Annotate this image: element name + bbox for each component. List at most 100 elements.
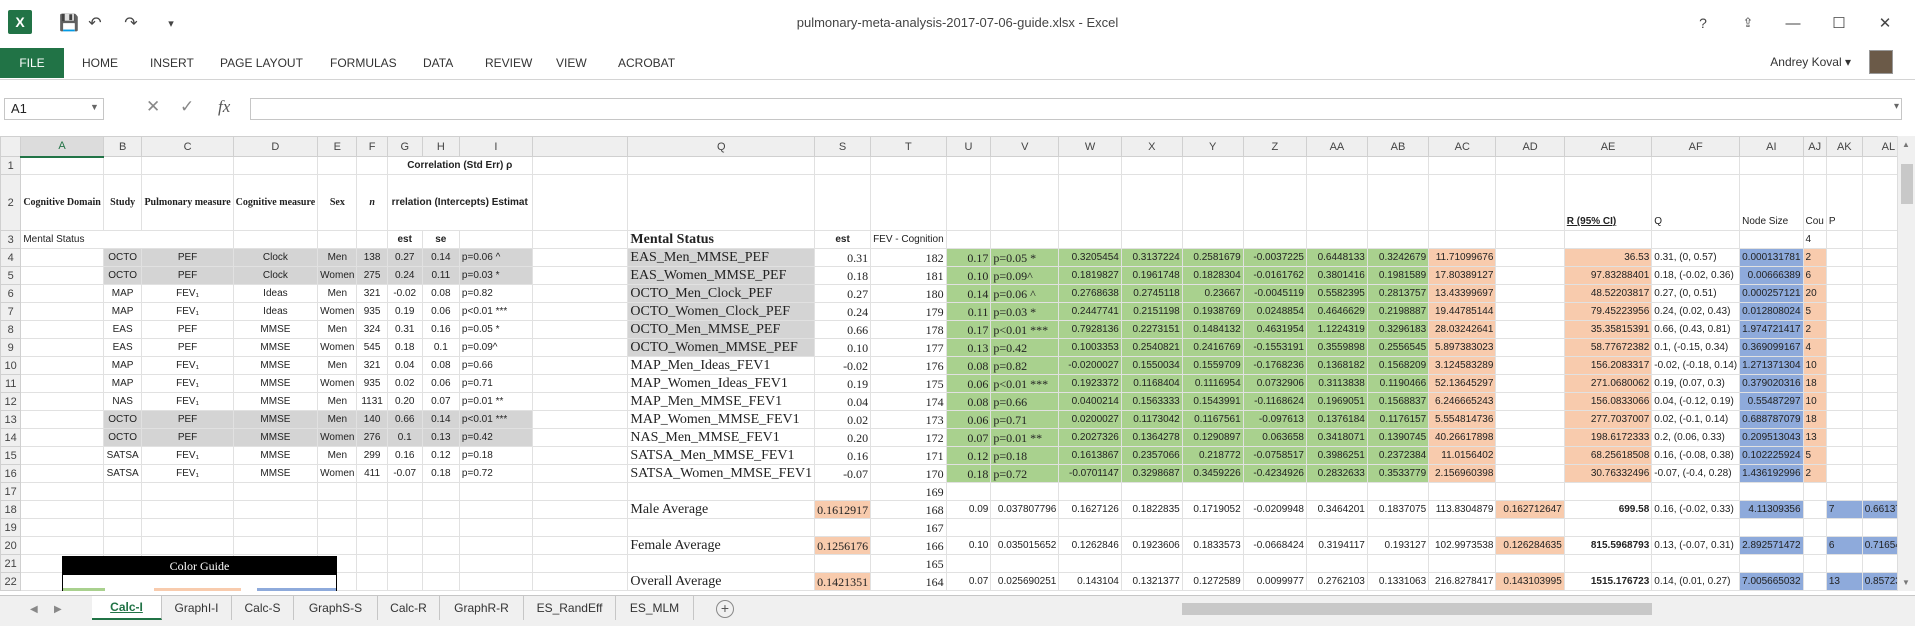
column-header[interactable]: A — [20, 136, 104, 158]
cell-pulmonary[interactable]: FEV₁ — [141, 446, 234, 465]
minimize-button[interactable]: — — [1785, 14, 1801, 32]
cell-y[interactable]: 0.1559709 — [1181, 356, 1244, 375]
cell-pulmonary[interactable]: PEF — [141, 320, 234, 339]
cell-ae[interactable]: 79.45223956 — [1563, 302, 1653, 321]
vertical-scroll-thumb[interactable] — [1901, 164, 1913, 204]
cell-n[interactable]: 545 — [356, 338, 388, 357]
row-header[interactable]: 16 — [0, 464, 22, 483]
cell-pulmonary[interactable]: FEV₁ — [141, 356, 234, 375]
cell-ab[interactable]: 0.193127 — [1366, 536, 1430, 555]
cell-ae[interactable]: 277.7037007 — [1563, 410, 1653, 429]
cell-ab[interactable]: 0.3242679 — [1366, 248, 1430, 267]
cell-ai[interactable]: 0.209513043 — [1739, 428, 1804, 447]
cell-est[interactable]: -0.02 — [386, 284, 423, 303]
cell-aa[interactable]: 0.5582395 — [1305, 284, 1368, 303]
cell-ae[interactable]: 156.2083317 — [1563, 356, 1653, 375]
sheet-tab-graphr-r[interactable]: GraphR-R — [440, 596, 524, 620]
cell-s[interactable]: 0.27 — [814, 284, 872, 303]
cell-x[interactable]: 0.2151198 — [1120, 302, 1183, 321]
cell-se[interactable]: 0.12 — [421, 446, 460, 465]
cell-ae[interactable]: 156.0833066 — [1563, 392, 1653, 411]
cell-ac[interactable]: 19.44785144 — [1428, 302, 1497, 321]
cell-ae[interactable]: 198.6172333 — [1563, 428, 1653, 447]
column-header[interactable]: S — [814, 136, 872, 157]
cell-sex[interactable]: Women — [317, 338, 358, 357]
row-header[interactable]: 14 — [0, 428, 22, 447]
cell-p[interactable]: p<0.01 *** — [458, 302, 533, 321]
cell-v[interactable]: p=0.42 — [990, 338, 1060, 357]
sheet-tab-graphs-s[interactable]: GraphS-S — [294, 596, 378, 620]
cell-ae[interactable]: 1515.176723 — [1563, 572, 1653, 591]
cell-x[interactable]: 0.1961748 — [1120, 266, 1183, 285]
cell-s[interactable]: 0.20 — [814, 428, 872, 447]
cell-ae[interactable]: 699.58 — [1563, 500, 1653, 519]
chevron-down-icon[interactable]: ▼ — [90, 102, 99, 112]
cell-x[interactable]: 0.1923606 — [1120, 536, 1183, 555]
cell-aa[interactable]: 1.1224319 — [1305, 320, 1368, 339]
cell-ai[interactable]: 0.012808024 — [1739, 302, 1804, 321]
avatar[interactable] — [1869, 50, 1893, 74]
cell-z[interactable]: -0.0037225 — [1242, 248, 1307, 267]
cell-aa[interactable]: 0.3194117 — [1305, 536, 1368, 555]
cell-est[interactable]: 0.18 — [386, 338, 423, 357]
sheet-tab-calc-i[interactable]: Calc-I — [92, 596, 162, 620]
cell-aa[interactable]: 0.1368182 — [1305, 356, 1368, 375]
cell-se[interactable]: 0.14 — [421, 410, 460, 429]
cell-z[interactable]: -0.4234926 — [1242, 464, 1307, 483]
column-header[interactable]: V — [990, 136, 1060, 157]
cell-x[interactable]: 0.3298687 — [1120, 464, 1183, 483]
expand-formula-bar-icon[interactable]: ▾ — [1893, 101, 1899, 112]
cell-ad[interactable]: 0.143103995 — [1495, 572, 1565, 591]
cell-study[interactable]: OCTO — [102, 248, 143, 267]
cell-t[interactable]: 174 — [870, 392, 947, 411]
cell-study[interactable]: NAS — [102, 392, 143, 411]
cell-est[interactable]: 0.1 — [386, 428, 423, 447]
cell-ae[interactable]: 68.25618508 — [1563, 446, 1653, 465]
horizontal-scroll-thumb[interactable] — [1182, 603, 1652, 615]
cell-study[interactable]: OCTO — [102, 266, 143, 285]
cell-pulmonary[interactable]: FEV₁ — [141, 464, 234, 483]
cell-v[interactable]: 0.037807796 — [990, 500, 1060, 519]
cell-t[interactable]: 173 — [870, 410, 947, 429]
row-header[interactable]: 5 — [0, 266, 22, 285]
cell-pulmonary[interactable]: FEV₁ — [141, 284, 234, 303]
cell-x[interactable]: 0.3137224 — [1120, 248, 1183, 267]
column-header[interactable]: H — [421, 136, 460, 157]
vertical-scrollbar[interactable]: ▲ ▼ — [1897, 136, 1915, 591]
cell-x[interactable]: 0.1173042 — [1120, 410, 1183, 429]
maximize-button[interactable]: ☐ — [1832, 15, 1846, 32]
cell-y[interactable]: 0.1167561 — [1181, 410, 1244, 429]
cell-s[interactable]: 0.31 — [814, 248, 872, 267]
cell-ab[interactable]: 0.2556545 — [1366, 338, 1430, 357]
row-header[interactable]: 6 — [0, 284, 22, 303]
cancel-icon[interactable]: ✕ — [146, 97, 161, 116]
cell-ai[interactable]: 0.000257121 — [1739, 284, 1804, 303]
cell-study[interactable]: MAP — [102, 284, 143, 303]
cell-ab[interactable]: 0.1981589 — [1366, 266, 1430, 285]
cell-u[interactable]: 0.12 — [945, 446, 992, 465]
cell-z[interactable]: 0.0099977 — [1242, 572, 1307, 591]
cell-ad[interactable]: 0.126284635 — [1495, 536, 1565, 555]
cell-se[interactable]: 0.14 — [421, 248, 460, 267]
cell-v[interactable]: p=0.72 — [990, 464, 1060, 483]
cell-n[interactable]: 276 — [356, 428, 388, 447]
cell-sex[interactable]: Men — [317, 356, 358, 375]
cell-ac[interactable]: 6.246665243 — [1428, 392, 1497, 411]
cell-p[interactable]: p=0.01 ** — [458, 392, 533, 411]
cell-ac[interactable]: 11.71099676 — [1428, 248, 1497, 267]
column-header[interactable]: Z — [1242, 136, 1307, 157]
row-header[interactable]: 9 — [0, 338, 22, 357]
cell-est[interactable]: 0.04 — [386, 356, 423, 375]
cell-cognitive[interactable]: Ideas — [232, 302, 319, 321]
cell-cognitive[interactable]: Clock — [232, 248, 319, 267]
cell-y[interactable]: 0.1484132 — [1181, 320, 1244, 339]
cell-x[interactable]: 0.1168404 — [1120, 374, 1183, 393]
spreadsheet-grid[interactable]: A B C D E F G H I Q S T U V W X Y Z AA A… — [0, 136, 1915, 591]
cell-v[interactable]: p=0.09^ — [990, 266, 1060, 285]
cell-ac[interactable]: 5.554814736 — [1428, 410, 1497, 429]
cell-z[interactable]: -0.1768236 — [1242, 356, 1307, 375]
cell-u[interactable]: 0.10 — [945, 266, 992, 285]
cell-aa[interactable]: 0.3418071 — [1305, 428, 1368, 447]
cell-n[interactable]: 140 — [356, 410, 388, 429]
cell-af[interactable]: 0.02, (-0.1, 0.14) — [1651, 410, 1741, 429]
